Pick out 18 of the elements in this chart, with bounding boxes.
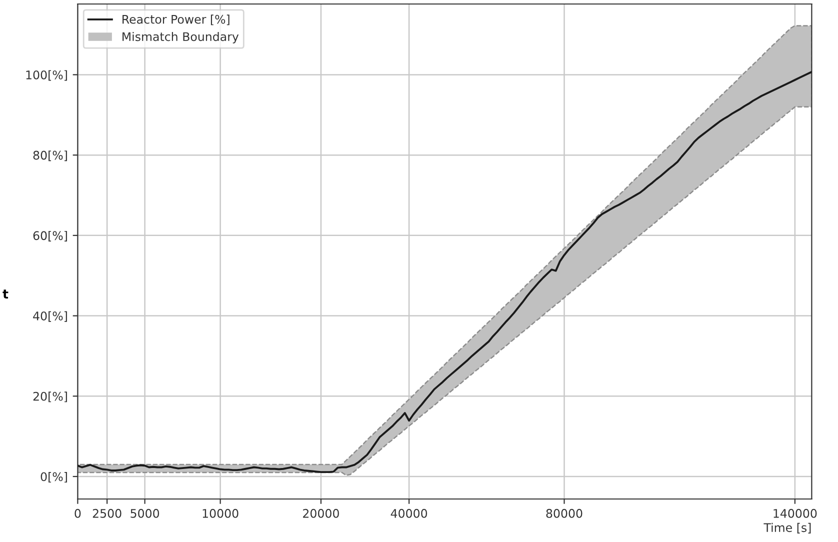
x-tick-label: 40000: [390, 508, 428, 518]
x-tick-label: 0: [74, 508, 81, 518]
y-tick-label: 60[%]: [33, 230, 67, 242]
y-tick-label: 20[%]: [33, 392, 67, 402]
legend-label: Reactor Power [%]: [122, 14, 230, 26]
y-tick-label: 100[%]: [26, 70, 67, 81]
x-tick-label: 140000: [774, 508, 817, 518]
y-tick-label: 0[%]: [40, 472, 67, 483]
text: t: [2, 290, 8, 298]
legend-label: Mismatch Boundary: [122, 32, 239, 44]
x-tick-label: 2500: [92, 508, 122, 518]
x-tick-label: 80000: [546, 508, 582, 518]
y-tick-label: 80[%]: [33, 150, 67, 162]
x-tick-label: 20000: [303, 508, 339, 518]
x-tick-label: 10000: [202, 508, 238, 518]
y-tick-label: 40[%]: [33, 311, 67, 322]
x-tick-label: 5000: [130, 508, 160, 518]
x-axis-title: Time [s]: [764, 522, 811, 534]
